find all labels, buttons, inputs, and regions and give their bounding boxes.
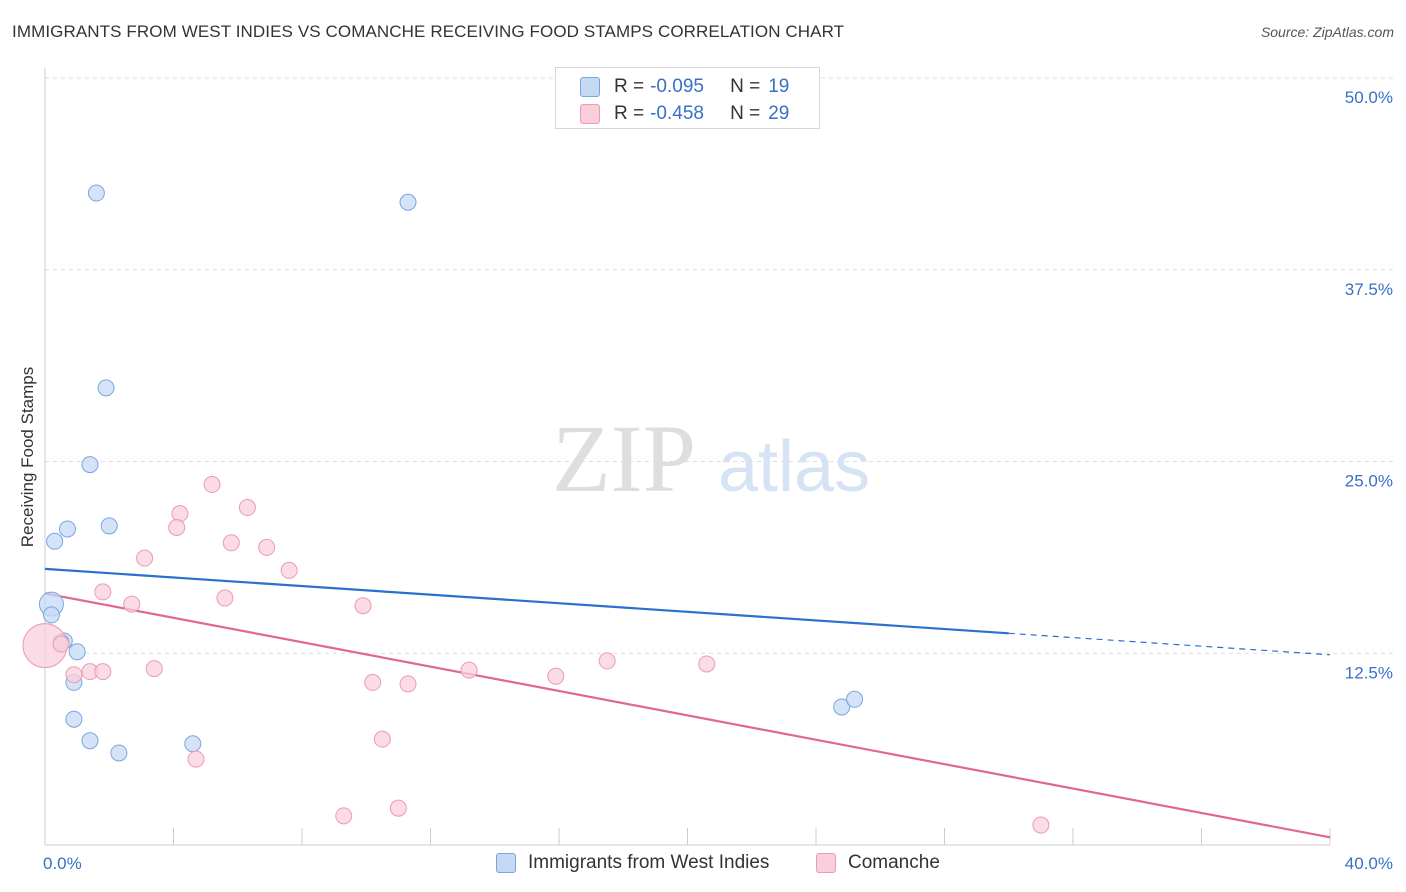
comanche-point: [598, 652, 616, 670]
legend-n-label: N =: [730, 103, 761, 124]
comanche-point: [222, 534, 240, 552]
axis-layer: [44, 68, 1331, 846]
west-indies-point: [46, 532, 64, 550]
watermark-zip: ZIP: [552, 405, 696, 512]
comanche-point: [123, 595, 141, 613]
legend-n-label: N =: [730, 76, 761, 97]
comanche-point: [187, 750, 205, 768]
legend-swatch-blue: [580, 77, 600, 97]
west-indies-trendline: [44, 567, 1009, 635]
west-indies-point: [100, 517, 118, 535]
west-indies-point: [58, 520, 76, 538]
watermark-atlas: atlas: [718, 427, 870, 507]
watermark: ZIP atlas: [552, 405, 870, 512]
legend-n-value: 19: [768, 76, 790, 97]
comanche-point: [364, 673, 382, 691]
west-indies-point: [87, 184, 105, 202]
comanche-point: [203, 476, 221, 494]
x-tick-label: 0.0%: [43, 854, 82, 873]
points-layer: [22, 184, 1050, 834]
y-tick-label: 37.5%: [1345, 280, 1393, 299]
y-axis-label: Receiving Food Stamps: [18, 367, 37, 547]
comanche-point: [216, 589, 234, 607]
series-label: Comanche: [848, 852, 940, 873]
series-swatch-pink: [816, 853, 836, 873]
series-legend-west-indies: Immigrants from West Indies: [496, 852, 769, 874]
comanche-point: [389, 799, 407, 817]
west-indies-point: [65, 710, 83, 728]
grid-layer: [45, 77, 1395, 654]
y-tick-label: 25.0%: [1345, 472, 1393, 491]
comanche-point: [171, 505, 189, 523]
legend-r-value: -0.095: [650, 76, 704, 97]
correlation-legend: R = -0.095 N = 19 R = -0.458 N = 29: [555, 67, 820, 129]
comanche-point: [698, 655, 716, 673]
west-indies-point: [97, 379, 115, 397]
series-swatch-blue: [496, 853, 516, 873]
comanche-point: [52, 635, 70, 653]
comanche-point: [335, 807, 353, 825]
ticklabel-layer: 12.5% 25.0% 37.5% 50.0% 0.0% 40.0%: [43, 88, 1393, 873]
y-tick-label: 50.0%: [1345, 88, 1393, 107]
series-label: Immigrants from West Indies: [528, 852, 770, 873]
comanche-point: [168, 518, 186, 536]
trend-layer: [44, 567, 1331, 839]
west-indies-point: [81, 456, 99, 474]
west-indies-point: [184, 735, 202, 753]
west-indies-point: [833, 698, 851, 716]
comanche-point: [1032, 816, 1050, 834]
legend-n-value: 29: [768, 103, 790, 124]
y-tick-label: 12.5%: [1345, 663, 1393, 682]
west-indies-point: [42, 606, 60, 624]
legend-r-label: R =: [614, 76, 645, 97]
series-legend: Immigrants from West Indies Comanche: [0, 852, 1406, 878]
comanche-point: [354, 597, 372, 615]
comanche-point: [94, 663, 112, 681]
comanche-point: [460, 661, 478, 679]
comanche-point: [238, 499, 256, 517]
comanche-point: [280, 561, 298, 579]
legend-row-comanche: R = -0.458 N = 29: [580, 102, 789, 126]
west-indies-point: [81, 732, 99, 750]
legend-row-west-indies: R = -0.095 N = 19: [580, 75, 789, 99]
comanche-point: [145, 660, 163, 678]
comanche-point: [258, 538, 276, 556]
comanche-point: [373, 730, 391, 748]
source-label: Source: ZipAtlas.com: [1260, 24, 1394, 40]
west-indies-point: [399, 193, 417, 211]
legend-r-label: R =: [614, 103, 645, 124]
west-indies-point: [846, 690, 864, 708]
x-tick-label: 40.0%: [1345, 854, 1393, 873]
comanche-point: [547, 667, 565, 685]
comanche-point: [65, 666, 83, 684]
chart-title: IMMIGRANTS FROM WEST INDIES VS COMANCHE …: [12, 22, 845, 41]
comanche-point: [94, 583, 112, 601]
west-indies-point: [68, 643, 86, 661]
series-legend-comanche: Comanche: [816, 852, 940, 874]
comanche-point: [136, 549, 154, 567]
west-indies-point: [110, 744, 128, 762]
west-indies-trendline-extension: [1008, 632, 1331, 656]
legend-r-value: -0.458: [650, 103, 704, 124]
comanche-point: [399, 675, 417, 693]
legend-swatch-pink: [580, 104, 600, 124]
comanche-trendline: [44, 592, 1331, 839]
